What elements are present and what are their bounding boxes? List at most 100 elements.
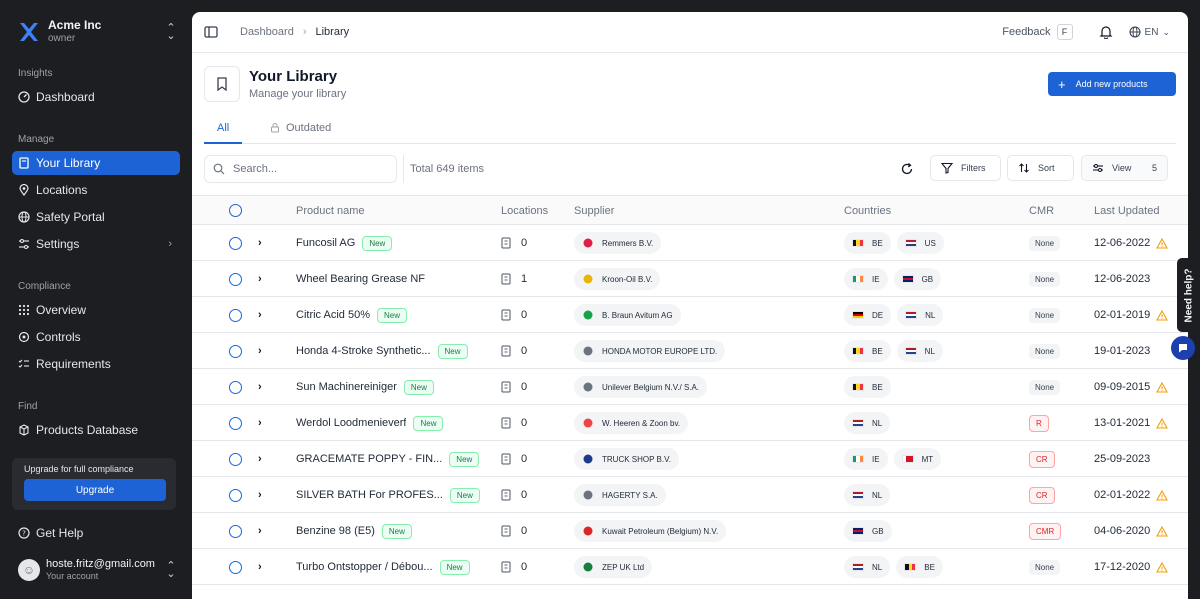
column-last-updated[interactable]: Last Updated: [1094, 205, 1160, 217]
product-name[interactable]: Citric Acid 50%: [296, 309, 370, 321]
table-row[interactable]: › Turbo Ontstopper / Débou... New 0 ZEP UK L…: [192, 549, 1188, 585]
search-box: [204, 155, 397, 183]
product-name[interactable]: GRACEMATE POPPY - FIN...: [296, 453, 443, 465]
table-row[interactable]: › Werdol Loodmenieverf New 0 W. Heeren & Zoo…: [192, 405, 1188, 441]
row-checkbox[interactable]: [229, 297, 242, 333]
supplier-chip[interactable]: B. Braun Avitum AG: [574, 304, 681, 326]
expand-row-icon[interactable]: ›: [258, 381, 262, 393]
tab-outdated[interactable]: Outdated: [270, 122, 331, 144]
supplier-chip[interactable]: Remmers B.V.: [574, 232, 662, 254]
column-supplier[interactable]: Supplier: [574, 205, 615, 217]
tab-all[interactable]: All: [204, 122, 243, 144]
search-input[interactable]: [233, 163, 383, 175]
product-name[interactable]: Turbo Ontstopper / Débou...: [296, 561, 433, 573]
refresh-icon[interactable]: [900, 162, 914, 176]
settings-icon: [19, 239, 29, 249]
expand-row-icon[interactable]: ›: [258, 309, 262, 321]
breadcrumb-dashboard[interactable]: Dashboard: [240, 26, 294, 38]
sidebar-item-label: Dashboard: [36, 90, 95, 104]
language-selector[interactable]: EN ⌄: [1128, 26, 1170, 38]
product-name[interactable]: Werdol Loodmenieverf: [296, 417, 407, 429]
table-row[interactable]: › Funcosil AG New 0 Remmers B.V. BE US None 12-0…: [192, 225, 1188, 261]
building-icon: [501, 345, 511, 357]
product-name[interactable]: Funcosil AG: [296, 237, 356, 249]
expand-row-icon[interactable]: ›: [258, 453, 262, 465]
sidebar-item-products-database[interactable]: Products Database: [12, 418, 180, 442]
locations-count: 0: [521, 237, 528, 249]
flag-icon: [905, 311, 918, 319]
sidebar-item-settings[interactable]: Settings ›: [12, 232, 180, 256]
chevrons-updown-icon: ⌃ ⌄: [166, 560, 176, 580]
chevrons-updown-icon: ⌃ ⌄: [166, 22, 176, 42]
table-row[interactable]: › Honda 4-Stroke Synthetic... New 0 HONDA MO…: [192, 333, 1188, 369]
expand-row-icon[interactable]: ›: [258, 237, 262, 249]
table-row[interactable]: › SILVER BATH For PROFES... New 0 HAGERTY S.…: [192, 477, 1188, 513]
row-checkbox[interactable]: [229, 261, 242, 297]
flag-icon: [904, 563, 917, 571]
expand-row-icon[interactable]: ›: [258, 273, 262, 285]
sort-button[interactable]: Sort: [1007, 155, 1074, 181]
row-checkbox[interactable]: [229, 513, 242, 549]
feedback-button[interactable]: Feedback: [1002, 26, 1051, 38]
sidebar-item-requirements[interactable]: Requirements: [12, 352, 180, 376]
expand-row-icon[interactable]: ›: [258, 561, 262, 573]
expand-row-icon[interactable]: ›: [258, 417, 262, 429]
supplier-chip[interactable]: W. Heeren & Zoon bv.: [574, 412, 689, 434]
supplier-chip[interactable]: HONDA MOTOR EUROPE LTD.: [574, 340, 726, 362]
org-switcher[interactable]: Acme Inc owner ⌃ ⌄: [18, 18, 178, 46]
product-name[interactable]: Wheel Bearing Grease NF: [296, 273, 425, 285]
warning-icon: [1156, 381, 1169, 393]
sidebar-item-dashboard[interactable]: Dashboard: [12, 85, 180, 109]
country-code: IE: [872, 454, 880, 464]
supplier-chip[interactable]: Kuwait Petroleum (Belgium) N.V.: [574, 520, 727, 542]
row-checkbox[interactable]: [229, 405, 242, 441]
product-name[interactable]: Benzine 98 (E5): [296, 525, 375, 537]
filters-button[interactable]: Filters: [930, 155, 1001, 181]
sidebar-item-locations[interactable]: Locations: [12, 178, 180, 202]
row-checkbox[interactable]: [229, 441, 242, 477]
view-button[interactable]: View 5: [1081, 155, 1168, 181]
country-chip: NL: [844, 412, 891, 434]
product-name[interactable]: Sun Machinereiniger: [296, 381, 397, 393]
table-row[interactable]: › Citric Acid 50% New 0 B. Braun Avitum AG DE…: [192, 297, 1188, 333]
need-help-tab[interactable]: Need help?: [1177, 258, 1200, 332]
column-cmr[interactable]: CMR: [1029, 205, 1055, 217]
bell-icon[interactable]: [1099, 25, 1113, 39]
expand-row-icon[interactable]: ›: [258, 489, 262, 501]
table-row[interactable]: › Sun Machinereiniger New 0 Unilever Belgium…: [192, 369, 1188, 405]
row-checkbox[interactable]: [229, 477, 242, 513]
chat-icon[interactable]: [1171, 336, 1195, 360]
sidebar-toggle-icon[interactable]: [204, 25, 218, 39]
upgrade-button[interactable]: Upgrade: [24, 479, 166, 501]
table-row[interactable]: › Benzine 98 (E5) New 0 Kuwait Petroleum (Be…: [192, 513, 1188, 549]
warning-icon: [1156, 237, 1169, 249]
table-row[interactable]: › Wheel Bearing Grease NF 1 Kroon-Oil B.V. I…: [192, 261, 1188, 297]
supplier-chip[interactable]: Unilever Belgium N.V./ S.A.: [574, 376, 708, 398]
column-product-name[interactable]: Product name: [296, 205, 365, 217]
column-locations[interactable]: Locations: [501, 205, 549, 217]
product-name[interactable]: Honda 4-Stroke Synthetic...: [296, 345, 431, 357]
sidebar-item-get-help[interactable]: ? Get Help: [12, 521, 180, 545]
account-menu[interactable]: ☺ hoste.fritz@gmail.com Your account ⌃ ⌄: [18, 557, 178, 583]
row-checkbox[interactable]: [229, 333, 242, 369]
expand-row-icon[interactable]: ›: [258, 525, 262, 537]
need-help-label: Need help?: [1183, 268, 1194, 322]
sidebar-item-controls[interactable]: Controls: [12, 325, 180, 349]
add-new-products-button[interactable]: + Add new products: [1048, 72, 1176, 96]
supplier-chip[interactable]: HAGERTY S.A.: [574, 484, 666, 506]
last-updated: 12-06-2023: [1094, 273, 1151, 285]
sidebar-item-overview[interactable]: Overview: [12, 298, 180, 322]
row-checkbox[interactable]: [229, 369, 242, 405]
column-countries[interactable]: Countries: [844, 205, 892, 217]
row-checkbox[interactable]: [229, 225, 242, 261]
supplier-chip[interactable]: TRUCK SHOP B.V.: [574, 448, 679, 470]
row-checkbox[interactable]: [229, 549, 242, 585]
sidebar-item-safety-portal[interactable]: Safety Portal: [12, 205, 180, 229]
select-all-checkbox[interactable]: [229, 204, 242, 217]
supplier-chip[interactable]: Kroon-Oil B.V.: [574, 268, 661, 290]
product-name[interactable]: SILVER BATH For PROFES...: [296, 489, 443, 501]
table-row[interactable]: › GRACEMATE POPPY - FIN... New 0 TRUCK SHOP …: [192, 441, 1188, 477]
supplier-chip[interactable]: ZEP UK Ltd: [574, 556, 653, 578]
expand-row-icon[interactable]: ›: [258, 345, 262, 357]
sidebar-item-your-library[interactable]: Your Library: [12, 151, 180, 175]
